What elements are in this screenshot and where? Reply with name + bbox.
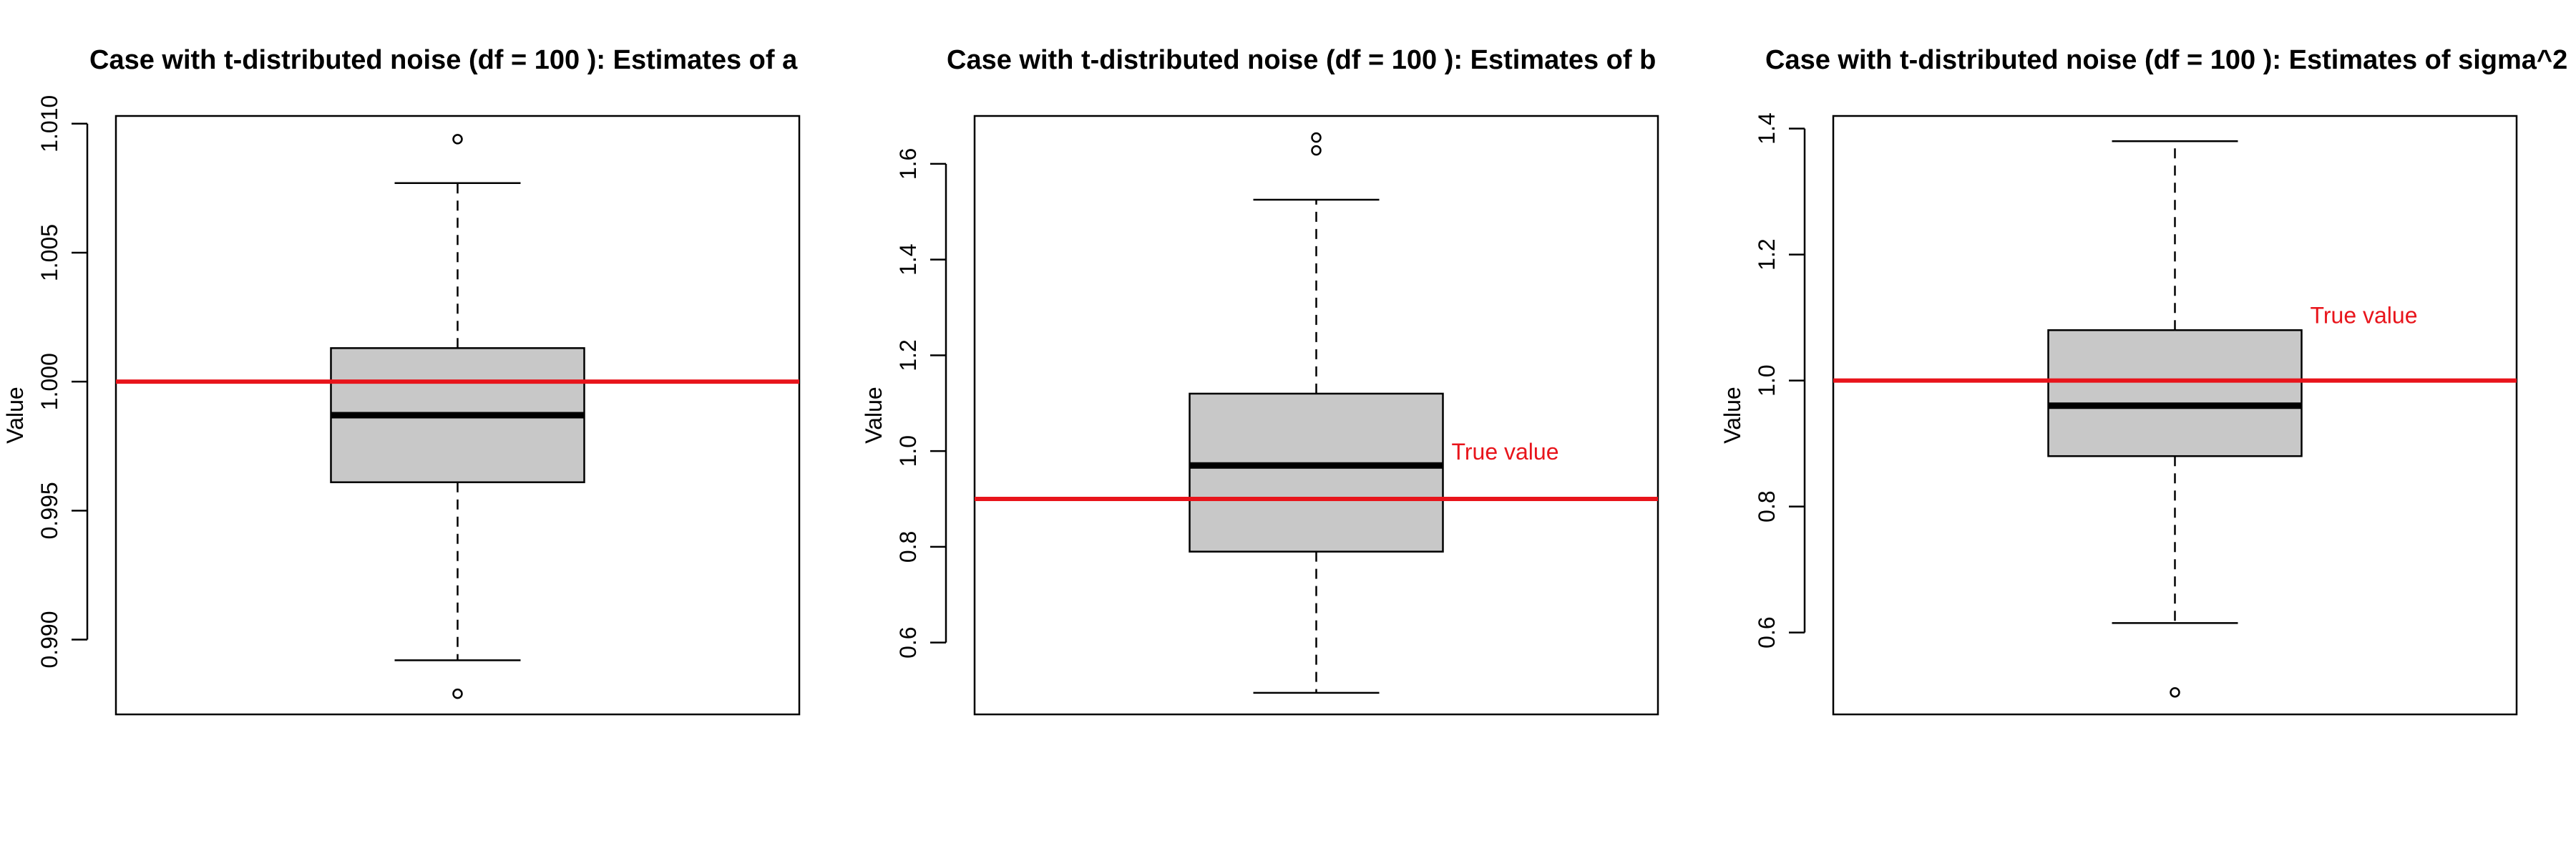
iqr-box (1189, 392, 1444, 553)
outlier-point (452, 134, 463, 145)
panel-estimates-sigma: Case with t-distributed noise (df = 100 … (1719, 45, 2567, 716)
y-tick-label: 1.2 (895, 339, 921, 371)
chart-title: Case with t-distributed noise (df = 100 … (947, 45, 1656, 75)
outlier-point (1311, 132, 1322, 143)
iqr-box (2047, 329, 2303, 457)
y-tick-label: 0.995 (36, 482, 62, 539)
y-tick-label: 1.005 (36, 224, 62, 281)
outlier-point (452, 688, 463, 699)
y-tick-label: 0.6 (1754, 616, 1780, 648)
outlier-point (2170, 686, 2180, 698)
y-tick-label: 0.8 (1754, 490, 1780, 522)
y-tick-label: 0.8 (895, 531, 921, 563)
chart-title: Case with t-distributed noise (df = 100 … (1765, 45, 2567, 75)
y-tick-label: 0.6 (895, 626, 921, 658)
panel-estimates-b: Case with t-distributed noise (df = 100 … (861, 45, 1659, 716)
y-tick-label: 1.2 (1754, 238, 1780, 270)
chart-title: Case with t-distributed noise (df = 100 … (89, 45, 798, 75)
y-axis-label: Value (861, 387, 887, 443)
y-tick-label: 1.4 (895, 243, 921, 275)
y-axis-label: Value (2, 387, 28, 443)
y-tick-label: 1.000 (36, 353, 62, 410)
y-tick-label: 1.0 (895, 435, 921, 467)
y-tick-label: 0.990 (36, 611, 62, 668)
y-tick-label: 1.6 (895, 148, 921, 180)
plot-frame (114, 115, 801, 716)
true-value-label: True value (1452, 439, 1559, 465)
y-tick-label: 1.010 (36, 95, 62, 152)
outlier-point (1311, 145, 1322, 156)
y-axis-label: Value (1719, 387, 1745, 443)
plot-frame (1832, 115, 2518, 716)
plot-frame (973, 115, 1659, 716)
y-tick-label: 1.4 (1754, 112, 1780, 144)
panel-estimates-a: Case with t-distributed noise (df = 100 … (2, 45, 801, 716)
y-tick-label: 1.0 (1754, 364, 1780, 396)
true-value-label: True value (2311, 303, 2418, 329)
